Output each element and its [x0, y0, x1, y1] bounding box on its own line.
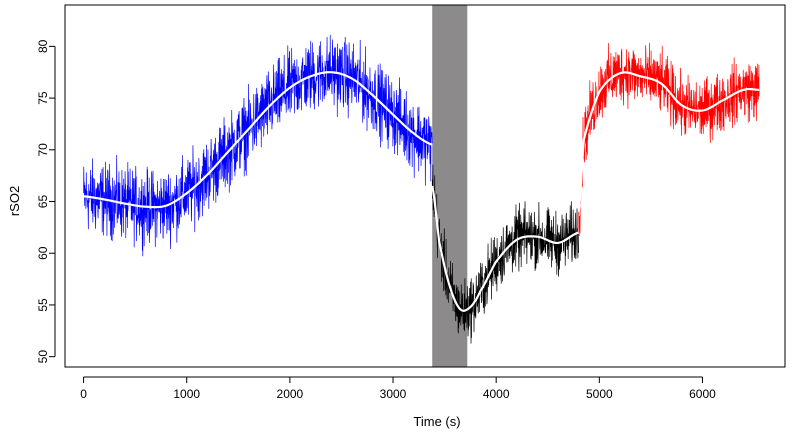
- y-axis-title: rSO2: [7, 186, 22, 216]
- x-tick-label-6000: 6000: [689, 387, 716, 401]
- y-tick-label-65: 65: [36, 195, 50, 209]
- series-1-trace: [83, 34, 433, 257]
- y-tick-label-50: 50: [36, 350, 50, 364]
- x-axis-title: Time (s): [413, 414, 460, 429]
- x-tick-label-3000: 3000: [380, 387, 407, 401]
- y-tick-label-75: 75: [36, 91, 50, 105]
- x-tick-label-1000: 1000: [173, 387, 200, 401]
- y-tick-label-55: 55: [36, 298, 50, 312]
- y-tick-label-60: 60: [36, 246, 50, 260]
- x-tick-label-0: 0: [80, 387, 87, 401]
- x-tick-label-2000: 2000: [277, 387, 304, 401]
- x-tick-label-4000: 4000: [483, 387, 510, 401]
- y-tick-label-80: 80: [36, 39, 50, 53]
- y-tick-label-70: 70: [36, 143, 50, 157]
- x-tick-label-5000: 5000: [586, 387, 613, 401]
- series-3-trend-line: [577, 71, 760, 212]
- series-3-trace: [578, 42, 760, 237]
- series-1-trend-line: [83, 71, 433, 209]
- plot-frame: [64, 4, 786, 368]
- series-2-trend-line: [431, 185, 580, 312]
